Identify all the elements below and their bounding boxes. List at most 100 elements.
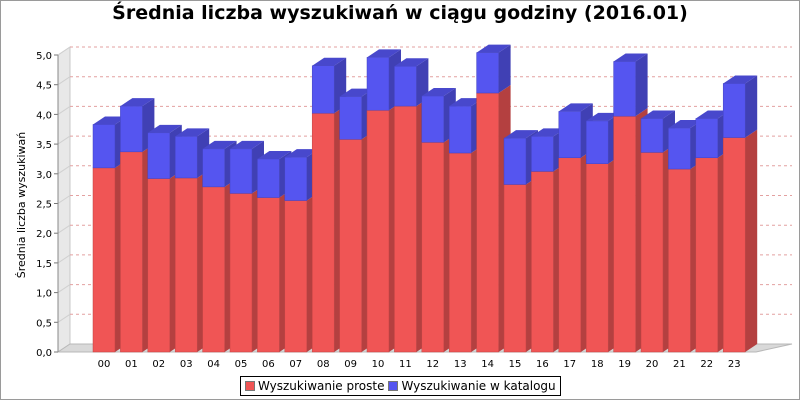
bar-catalog-10-top [367,49,401,58]
bar-catalog-09-front [339,96,362,140]
y-tick-label: 5,0 [36,51,52,62]
bar-simple-10-front [366,109,390,353]
bar-catalog-01-front [120,105,143,153]
bar-catalog-21-front [668,127,691,170]
bar-catalog-14-front [476,52,499,94]
bar-catalog-22-top [695,110,730,119]
grid-line-diag [57,313,71,323]
bar-catalog-19 [613,53,648,117]
bar-simple-01-front [120,151,143,353]
bar-catalog-18-front [585,120,609,164]
bar-catalog-13-front [448,105,472,154]
y-tick-label: 4,0 [36,110,52,121]
x-tick-label: 21 [673,359,686,370]
bar-catalog-23-top [723,75,758,84]
bar-catalog-08-front [311,65,335,114]
grid-line-diag [57,224,71,234]
bar-simple-13-front [448,152,472,353]
bar-catalog-16-top [531,128,566,137]
y-tick-label: 2,5 [36,200,52,211]
x-tick-label: 19 [618,359,631,370]
bar-catalog-10-front [366,57,390,111]
bar-simple-00-front [92,167,116,353]
bar-catalog-04-front [202,148,225,188]
x-tick-label: 09 [344,359,357,370]
x-tick-label: 23 [728,359,741,370]
bar-catalog-14-side [498,44,511,94]
bar-catalog-23 [722,75,758,138]
bar-catalog-02-top [147,124,182,133]
bar-catalog-19-front [613,61,636,117]
x-tick-label: 18 [591,359,604,370]
bar-catalog-06-front [257,158,280,198]
bar-catalog-03-front [174,136,198,179]
grid-line-diag [57,195,71,204]
grid-line-diag [57,284,71,294]
grid-line-diag [57,254,71,264]
legend-swatch-simple [245,381,255,391]
bar-simple-20-front [640,152,664,353]
x-tick-label: 15 [509,359,522,370]
bar-simple-19-front [613,115,636,353]
legend-item-simple: Wyszukiwanie proste [245,379,384,393]
bar-simple-16-front [531,171,554,353]
y-tick-label: 3,5 [36,140,52,151]
grid-line-diag [57,165,71,175]
bar-catalog-07-front [284,156,308,201]
y-axis-label: Średnia liczba wyszukiwań [15,132,28,279]
bar-simple-06-front [257,197,280,353]
legend-label-catalog: Wyszukiwanie w katalogu [401,379,556,393]
bar-simple-07-front [284,200,308,353]
bar-catalog-18-top [586,112,621,121]
bar-catalog-19-top [613,53,648,62]
bar-simple-05-front [229,193,253,353]
bar-catalog-03-top [175,128,210,137]
bar-catalog-08-top [312,57,347,66]
bar-catalog-21-top [668,120,703,129]
x-tick-label: 13 [454,359,467,370]
x-tick-label: 02 [152,359,165,370]
legend-item-catalog: Wyszukiwanie w katalogu [388,379,556,393]
bar-catalog-00-top [93,116,127,125]
bar-simple-03-front [174,177,198,353]
bar-catalog-09-top [339,88,374,97]
grid-line-diag [57,46,71,56]
bar-simple-22-front [695,157,719,353]
bar-catalog-05-top [230,140,264,149]
bar-catalog-12-front [421,95,445,143]
bar-catalog-07-top [284,149,319,158]
bar-catalog-02-front [147,132,171,179]
y-tick-label: 0,0 [36,348,52,359]
bar-simple-14-front [476,92,499,353]
chart-title: Średnia liczba wyszukiwań w ciągu godzin… [112,2,688,24]
bar-catalog-04-top [202,140,237,149]
grid-line-diag [57,135,71,145]
bars [92,44,758,353]
x-axis-labels: 00 01 02 03 04 05 06 07 08 09 10 11 12 13 14 15 16 17 18 19… [98,359,741,370]
x-tick-label: 17 [563,359,576,370]
y-tick-label: 2,0 [36,229,52,240]
bar-simple-08-front [311,112,335,353]
y-axis: 0,0 0,5 1,0 1,5 2,0 2,5 3,0 3,5 4,0 4,5 5,0 [36,51,59,359]
bar-catalog-06-top [257,150,292,159]
bar-catalog-17-front [558,111,582,159]
x-tick-label: 20 [646,359,659,370]
bar-simple-18-front [585,163,609,353]
grid-line-diag [57,76,71,86]
bar-simple-02-front [147,178,171,353]
bar-catalog-20-front [640,118,664,153]
bar-catalog-20-top [641,110,675,119]
bar-simple-23-side [745,129,758,352]
bar-simple-04-front [202,186,225,353]
bar-catalog-15-front [503,137,527,185]
bar-catalog-11-front [394,66,417,107]
bar-catalog-11-top [394,58,429,67]
bar-simple-11-front [394,105,417,353]
y-tick-label: 4,5 [36,81,52,92]
bar-simple-09-front [339,139,362,353]
bar-catalog-05-front [229,148,253,194]
bar-catalog-13-top [449,98,484,107]
x-tick-label: 07 [289,359,302,370]
bar-simple-23 [722,129,758,353]
